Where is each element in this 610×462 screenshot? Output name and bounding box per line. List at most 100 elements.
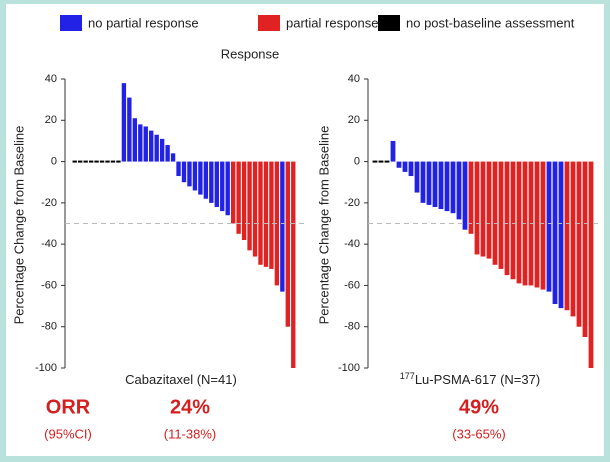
bar <box>420 161 426 203</box>
y-tick-label: -80 <box>344 321 360 333</box>
bar <box>450 161 456 214</box>
y-axis-label: Percentage Change from Baseline <box>11 126 26 325</box>
bar <box>498 161 504 269</box>
x-axis-label: Cabazitaxel (N=41) <box>125 372 237 387</box>
y-tick-label: -20 <box>344 197 360 209</box>
bar <box>540 161 546 290</box>
legend-label: no post-baseline assessment <box>406 15 575 30</box>
y-tick-label: -80 <box>41 321 57 333</box>
bar <box>534 161 540 288</box>
y-tick-label: 20 <box>348 114 360 126</box>
bar <box>192 161 198 191</box>
bar <box>110 160 116 163</box>
bar <box>159 138 165 162</box>
y-axis-label: Percentage Change from Baseline <box>316 126 331 325</box>
bar <box>582 161 588 338</box>
bar <box>285 161 290 327</box>
y-tick-label: -40 <box>344 238 360 250</box>
bar <box>241 161 247 241</box>
y-tick-label: -100 <box>338 362 360 374</box>
bar <box>203 161 209 199</box>
y-tick-label: 0 <box>354 155 360 167</box>
bar <box>105 160 110 163</box>
legend-swatch <box>258 15 280 31</box>
y-tick-label: -60 <box>41 279 57 291</box>
bar <box>181 161 187 183</box>
bar <box>510 161 516 280</box>
orr-label: ORR <box>46 396 91 418</box>
bar <box>187 161 192 187</box>
bar <box>402 161 408 172</box>
bar <box>486 161 492 259</box>
bar <box>116 160 121 163</box>
bar <box>426 161 432 205</box>
bar <box>570 161 576 317</box>
bar <box>165 145 170 162</box>
bar <box>576 161 582 327</box>
bar <box>127 97 132 162</box>
bar <box>72 160 77 163</box>
chart-title: Response <box>221 46 280 61</box>
bar <box>480 161 486 257</box>
bar <box>468 161 474 234</box>
bar <box>414 161 420 193</box>
bar <box>170 153 176 162</box>
bar <box>432 161 438 207</box>
bar <box>149 130 154 162</box>
ci-label: (95%CI) <box>44 426 92 441</box>
x-axis-label: 177Lu-PSMA-617 (N=37) <box>400 371 540 387</box>
bar <box>198 161 203 195</box>
ci-value: (33-65%) <box>452 426 505 441</box>
bar <box>408 161 414 177</box>
bar <box>258 161 263 265</box>
bar <box>269 161 274 269</box>
bar <box>474 161 480 255</box>
y-tick-label: -60 <box>344 279 360 291</box>
bar <box>83 160 88 163</box>
bar <box>220 161 225 212</box>
bar <box>88 160 94 163</box>
bar <box>121 83 127 162</box>
bar <box>438 161 444 210</box>
bar <box>280 161 285 292</box>
bar <box>396 161 402 168</box>
bar <box>390 140 396 162</box>
bar <box>214 161 219 207</box>
legend-swatch <box>378 15 400 31</box>
y-tick-label: 20 <box>45 114 57 126</box>
bar <box>236 161 241 234</box>
legend-label: no partial response <box>88 15 199 30</box>
ci-value: (11-38%) <box>164 426 217 441</box>
orr-value: 49% <box>459 396 499 418</box>
bar <box>504 161 510 276</box>
legend-label: partial response <box>286 15 379 30</box>
bar <box>209 161 214 203</box>
bar <box>225 161 230 216</box>
bar <box>99 160 105 163</box>
bar <box>154 134 159 162</box>
x-axis-label-text: Lu-PSMA-617 (N=37) <box>415 372 540 387</box>
bar <box>247 161 252 251</box>
y-tick-label: -100 <box>35 362 57 374</box>
bar <box>546 161 552 292</box>
panel <box>6 4 604 456</box>
y-tick-label: -20 <box>41 197 57 209</box>
bar <box>552 161 558 305</box>
bar <box>492 161 498 265</box>
orr-value: 24% <box>170 396 210 418</box>
bar <box>176 161 181 177</box>
y-tick-label: 40 <box>348 73 360 85</box>
bar <box>138 124 143 162</box>
bar <box>230 161 236 224</box>
bar <box>143 126 148 162</box>
x-axis-label-text: Cabazitaxel (N=41) <box>125 372 237 387</box>
bar <box>252 161 258 257</box>
bar <box>132 118 138 162</box>
y-tick-label: 0 <box>51 155 57 167</box>
bar <box>456 161 462 220</box>
y-tick-label: 40 <box>45 73 57 85</box>
bar <box>384 160 390 163</box>
bar <box>564 161 570 311</box>
x-axis-label-sup: 177 <box>400 371 415 381</box>
